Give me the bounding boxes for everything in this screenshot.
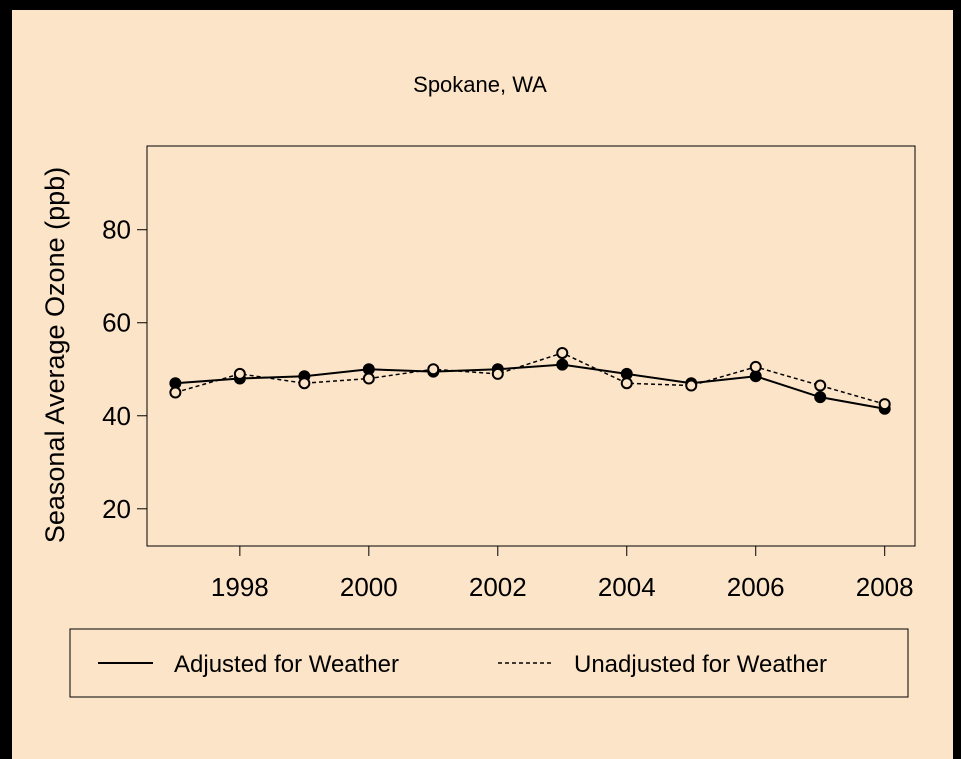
data-point xyxy=(556,358,569,371)
data-point xyxy=(814,391,827,404)
y-tick-label: 40 xyxy=(102,401,131,431)
data-point xyxy=(169,386,182,399)
y-axis-label: Seasonal Average Ozone (ppb) xyxy=(40,167,70,543)
data-point xyxy=(233,367,246,380)
x-tick-label: 2002 xyxy=(469,572,527,602)
x-tick-label: 2006 xyxy=(727,572,785,602)
plot-frame xyxy=(146,145,916,547)
legend-label: Adjusted for Weather xyxy=(174,651,399,678)
y-tick-label: 60 xyxy=(102,308,131,338)
data-point xyxy=(814,379,827,392)
data-point xyxy=(298,377,311,390)
data-point xyxy=(491,367,504,380)
y-tick-label: 80 xyxy=(102,215,131,245)
data-point xyxy=(556,346,569,359)
data-point xyxy=(878,398,891,411)
frame-right xyxy=(953,0,961,759)
x-tick-label: 2004 xyxy=(598,572,656,602)
frame-top xyxy=(0,0,961,10)
x-tick-label: 1998 xyxy=(211,572,269,602)
x-tick-label: 2000 xyxy=(340,572,398,602)
y-tick-label: 20 xyxy=(102,494,131,524)
data-point xyxy=(749,360,762,373)
series-line xyxy=(175,363,885,410)
data-point xyxy=(427,363,440,376)
x-tick-label: 2008 xyxy=(856,572,914,602)
data-point xyxy=(620,377,633,390)
data-point xyxy=(685,379,698,392)
chart-title: Spokane, WA xyxy=(413,72,547,97)
legend-box xyxy=(69,628,909,698)
frame-left xyxy=(0,0,12,759)
series-line xyxy=(175,352,885,405)
data-point xyxy=(362,372,375,385)
legend-label: Unadjusted for Weather xyxy=(574,651,827,678)
